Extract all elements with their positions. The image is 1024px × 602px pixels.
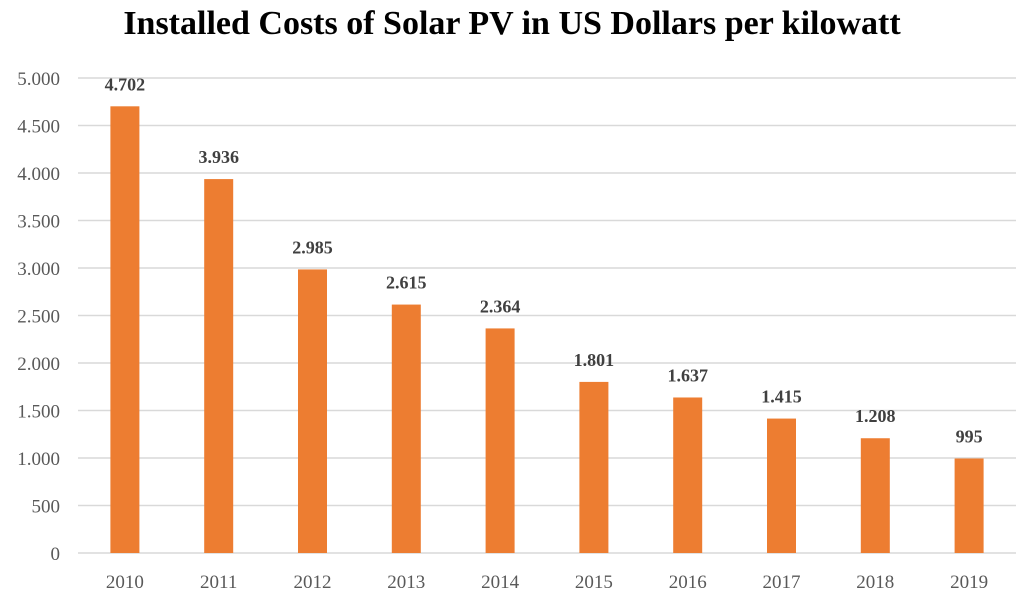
data-label: 1.415 (761, 387, 802, 407)
gridlines (78, 77, 1016, 554)
x-tick-label: 2017 (763, 572, 801, 593)
y-tick-label: 500 (32, 497, 61, 518)
data-label: 2.985 (292, 237, 333, 257)
y-tick-label: 1.000 (17, 449, 60, 470)
data-label: 2.615 (386, 273, 427, 293)
y-tick-label: 2.000 (17, 354, 60, 375)
y-tick-label: 1.500 (17, 402, 60, 423)
x-tick-label: 2010 (106, 572, 144, 593)
x-tick-label: 2011 (200, 572, 237, 593)
bars (110, 106, 984, 553)
y-tick-label: 4.000 (17, 164, 60, 185)
data-label: 1.637 (667, 365, 708, 385)
bar (485, 328, 515, 553)
y-axis-ticks: 0 500 1.000 1.500 2.000 2.500 3.000 3.500 4.000 4… (17, 69, 60, 565)
x-tick-label: 2016 (669, 572, 707, 593)
data-labels: 4.702 3.936 2.985 2.615 2.364 1.801 1.637 1.415… (105, 74, 983, 446)
x-tick-label: 2019 (950, 572, 988, 593)
x-tick-label: 2013 (387, 572, 425, 593)
x-tick-label: 2018 (856, 572, 894, 593)
bar (954, 458, 984, 553)
bar (860, 438, 890, 553)
data-label: 4.702 (105, 74, 146, 94)
bar (767, 418, 796, 553)
y-tick-label: 2.500 (17, 307, 60, 328)
y-tick-label: 4.500 (17, 117, 60, 138)
y-tick-label: 3.000 (17, 259, 60, 280)
x-tick-label: 2014 (481, 572, 520, 593)
y-tick-label: 5.000 (17, 69, 60, 90)
data-label: 1.208 (855, 406, 896, 426)
x-axis-ticks: 2010 2011 2012 2013 2014 2015 2016 2017 2018 2019 (106, 572, 988, 593)
bar (204, 179, 234, 553)
chart-title: Installed Costs of Solar PV in US Dollar… (123, 5, 901, 42)
x-tick-label: 2015 (575, 572, 613, 593)
bar (298, 269, 327, 553)
y-tick-label: 3.500 (17, 212, 60, 233)
bar (391, 304, 421, 553)
x-tick-label: 2012 (294, 572, 332, 593)
data-label: 2.364 (480, 296, 521, 316)
bar (673, 397, 703, 553)
y-tick-label: 0 (51, 544, 61, 565)
bar (110, 106, 140, 553)
bar (579, 381, 609, 553)
data-label: 995 (956, 426, 983, 446)
data-label: 3.936 (198, 147, 239, 167)
data-label: 1.801 (574, 350, 615, 370)
